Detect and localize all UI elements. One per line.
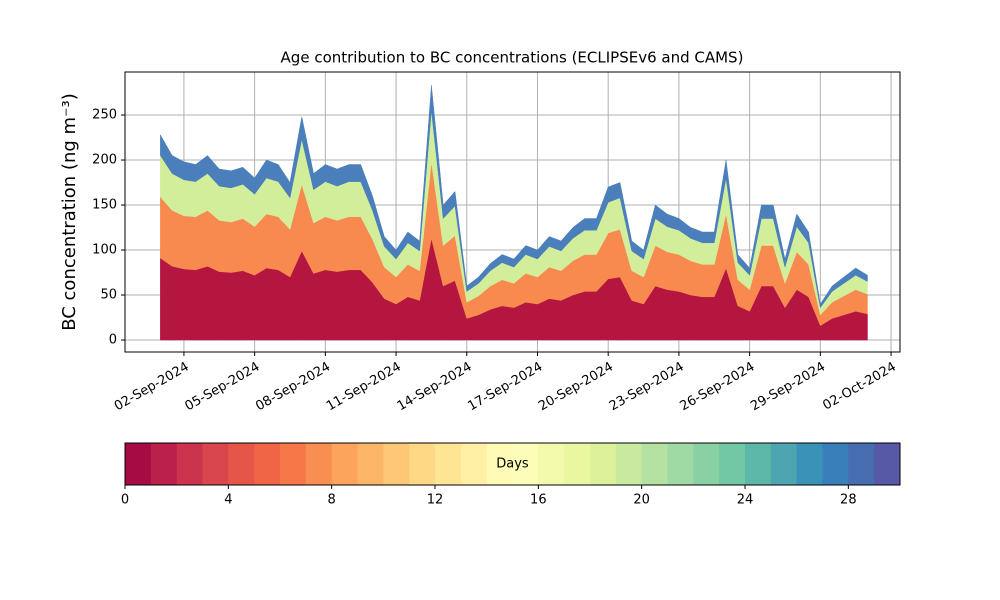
colorbar-cell	[719, 443, 746, 485]
colorbar-cell	[486, 443, 513, 485]
colorbar-cell	[615, 443, 643, 485]
colorbar-cell	[435, 443, 462, 485]
colorbar-cell	[331, 443, 358, 485]
colorbar-cell	[641, 443, 668, 485]
colorbar-cell	[176, 443, 203, 485]
colorbar-cell	[538, 443, 565, 485]
x-tick-label: 08-Sep-2024	[253, 360, 333, 415]
colorbar-cell	[822, 443, 849, 485]
x-tick-label: 02-Sep-2024	[112, 360, 192, 415]
y-tick-label: 250	[92, 108, 117, 123]
x-tick-label: 05-Sep-2024	[183, 360, 263, 415]
x-tick-label: 17-Sep-2024	[465, 360, 545, 415]
x-tick-label: 02-Oct-2024	[820, 360, 898, 414]
colorbar-cell	[150, 443, 178, 485]
colorbar-tick-label: 16	[530, 493, 547, 508]
colorbar-cell	[512, 443, 539, 485]
colorbar-cell	[409, 443, 436, 485]
chart-title: Age contribution to BC concentrations (E…	[281, 49, 744, 67]
colorbar-tick-label: 12	[427, 493, 444, 508]
colorbar-frame	[124, 442, 901, 486]
colorbar-cell	[228, 443, 255, 485]
colorbar-cell	[125, 443, 152, 485]
colorbar-cell	[848, 443, 875, 485]
colorbar-cell	[564, 443, 591, 485]
colorbar-cell	[590, 443, 617, 485]
y-tick-label: 50	[100, 288, 117, 303]
colorbar-cell	[796, 443, 823, 485]
colorbar-tick-label: 8	[328, 493, 336, 508]
y-tick-label: 150	[92, 198, 117, 213]
y-tick-label: 200	[92, 153, 117, 168]
colorbar-tick-label: 24	[737, 493, 754, 508]
colorbar-label: Days	[496, 457, 529, 472]
axes-frame	[124, 71, 901, 353]
colorbar-tick-label: 20	[633, 493, 650, 508]
y-tick-label: 100	[92, 243, 117, 258]
colorbar-cell	[460, 443, 488, 485]
colorbar-cell	[357, 443, 384, 485]
colorbar-cell	[745, 443, 772, 485]
x-tick-label: 23-Sep-2024	[607, 360, 687, 415]
colorbar-cell	[202, 443, 229, 485]
colorbar-cell	[693, 443, 720, 485]
colorbar-cell	[254, 443, 281, 485]
colorbar-cell	[874, 443, 901, 485]
colorbar-cell	[280, 443, 307, 485]
x-tick-label: 14-Sep-2024	[395, 360, 475, 415]
colorbar-tick-label: 4	[224, 493, 232, 508]
y-axis-label: BC concentration (ng m⁻³)	[59, 93, 80, 331]
area-band	[160, 85, 868, 309]
colorbar-tick-label: 28	[840, 493, 857, 508]
colorbar-cell	[667, 443, 694, 485]
y-tick-label: 0	[109, 333, 117, 348]
colorbar-tick-label: 0	[121, 493, 129, 508]
x-tick-label: 29-Sep-2024	[748, 360, 828, 415]
x-tick-label: 11-Sep-2024	[324, 360, 404, 415]
colorbar-cell	[383, 443, 410, 485]
x-tick-label: 26-Sep-2024	[678, 360, 758, 415]
x-tick-label: 20-Sep-2024	[536, 360, 616, 415]
colorbar-cell	[770, 443, 798, 485]
colorbar-cell	[305, 443, 333, 485]
